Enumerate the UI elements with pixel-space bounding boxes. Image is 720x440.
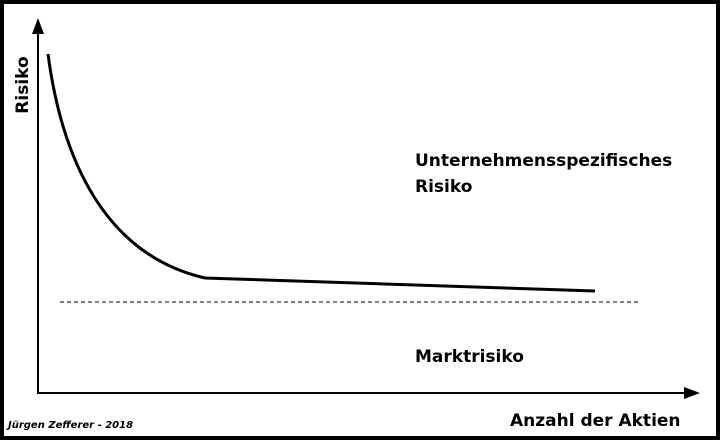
- x-axis-arrow: [684, 387, 700, 399]
- credit: Jürgen Zefferer - 2018: [6, 420, 133, 431]
- x-axis-label: Anzahl der Aktien: [510, 411, 681, 431]
- risk-curve: [46, 53, 596, 293]
- y-axis-label: Risiko: [13, 56, 33, 113]
- y-axis-arrow: [32, 18, 44, 34]
- region-label: Risiko: [415, 177, 472, 197]
- region-label: Marktrisiko: [415, 347, 524, 367]
- region-label: Unternehmensspezifisches: [415, 151, 672, 171]
